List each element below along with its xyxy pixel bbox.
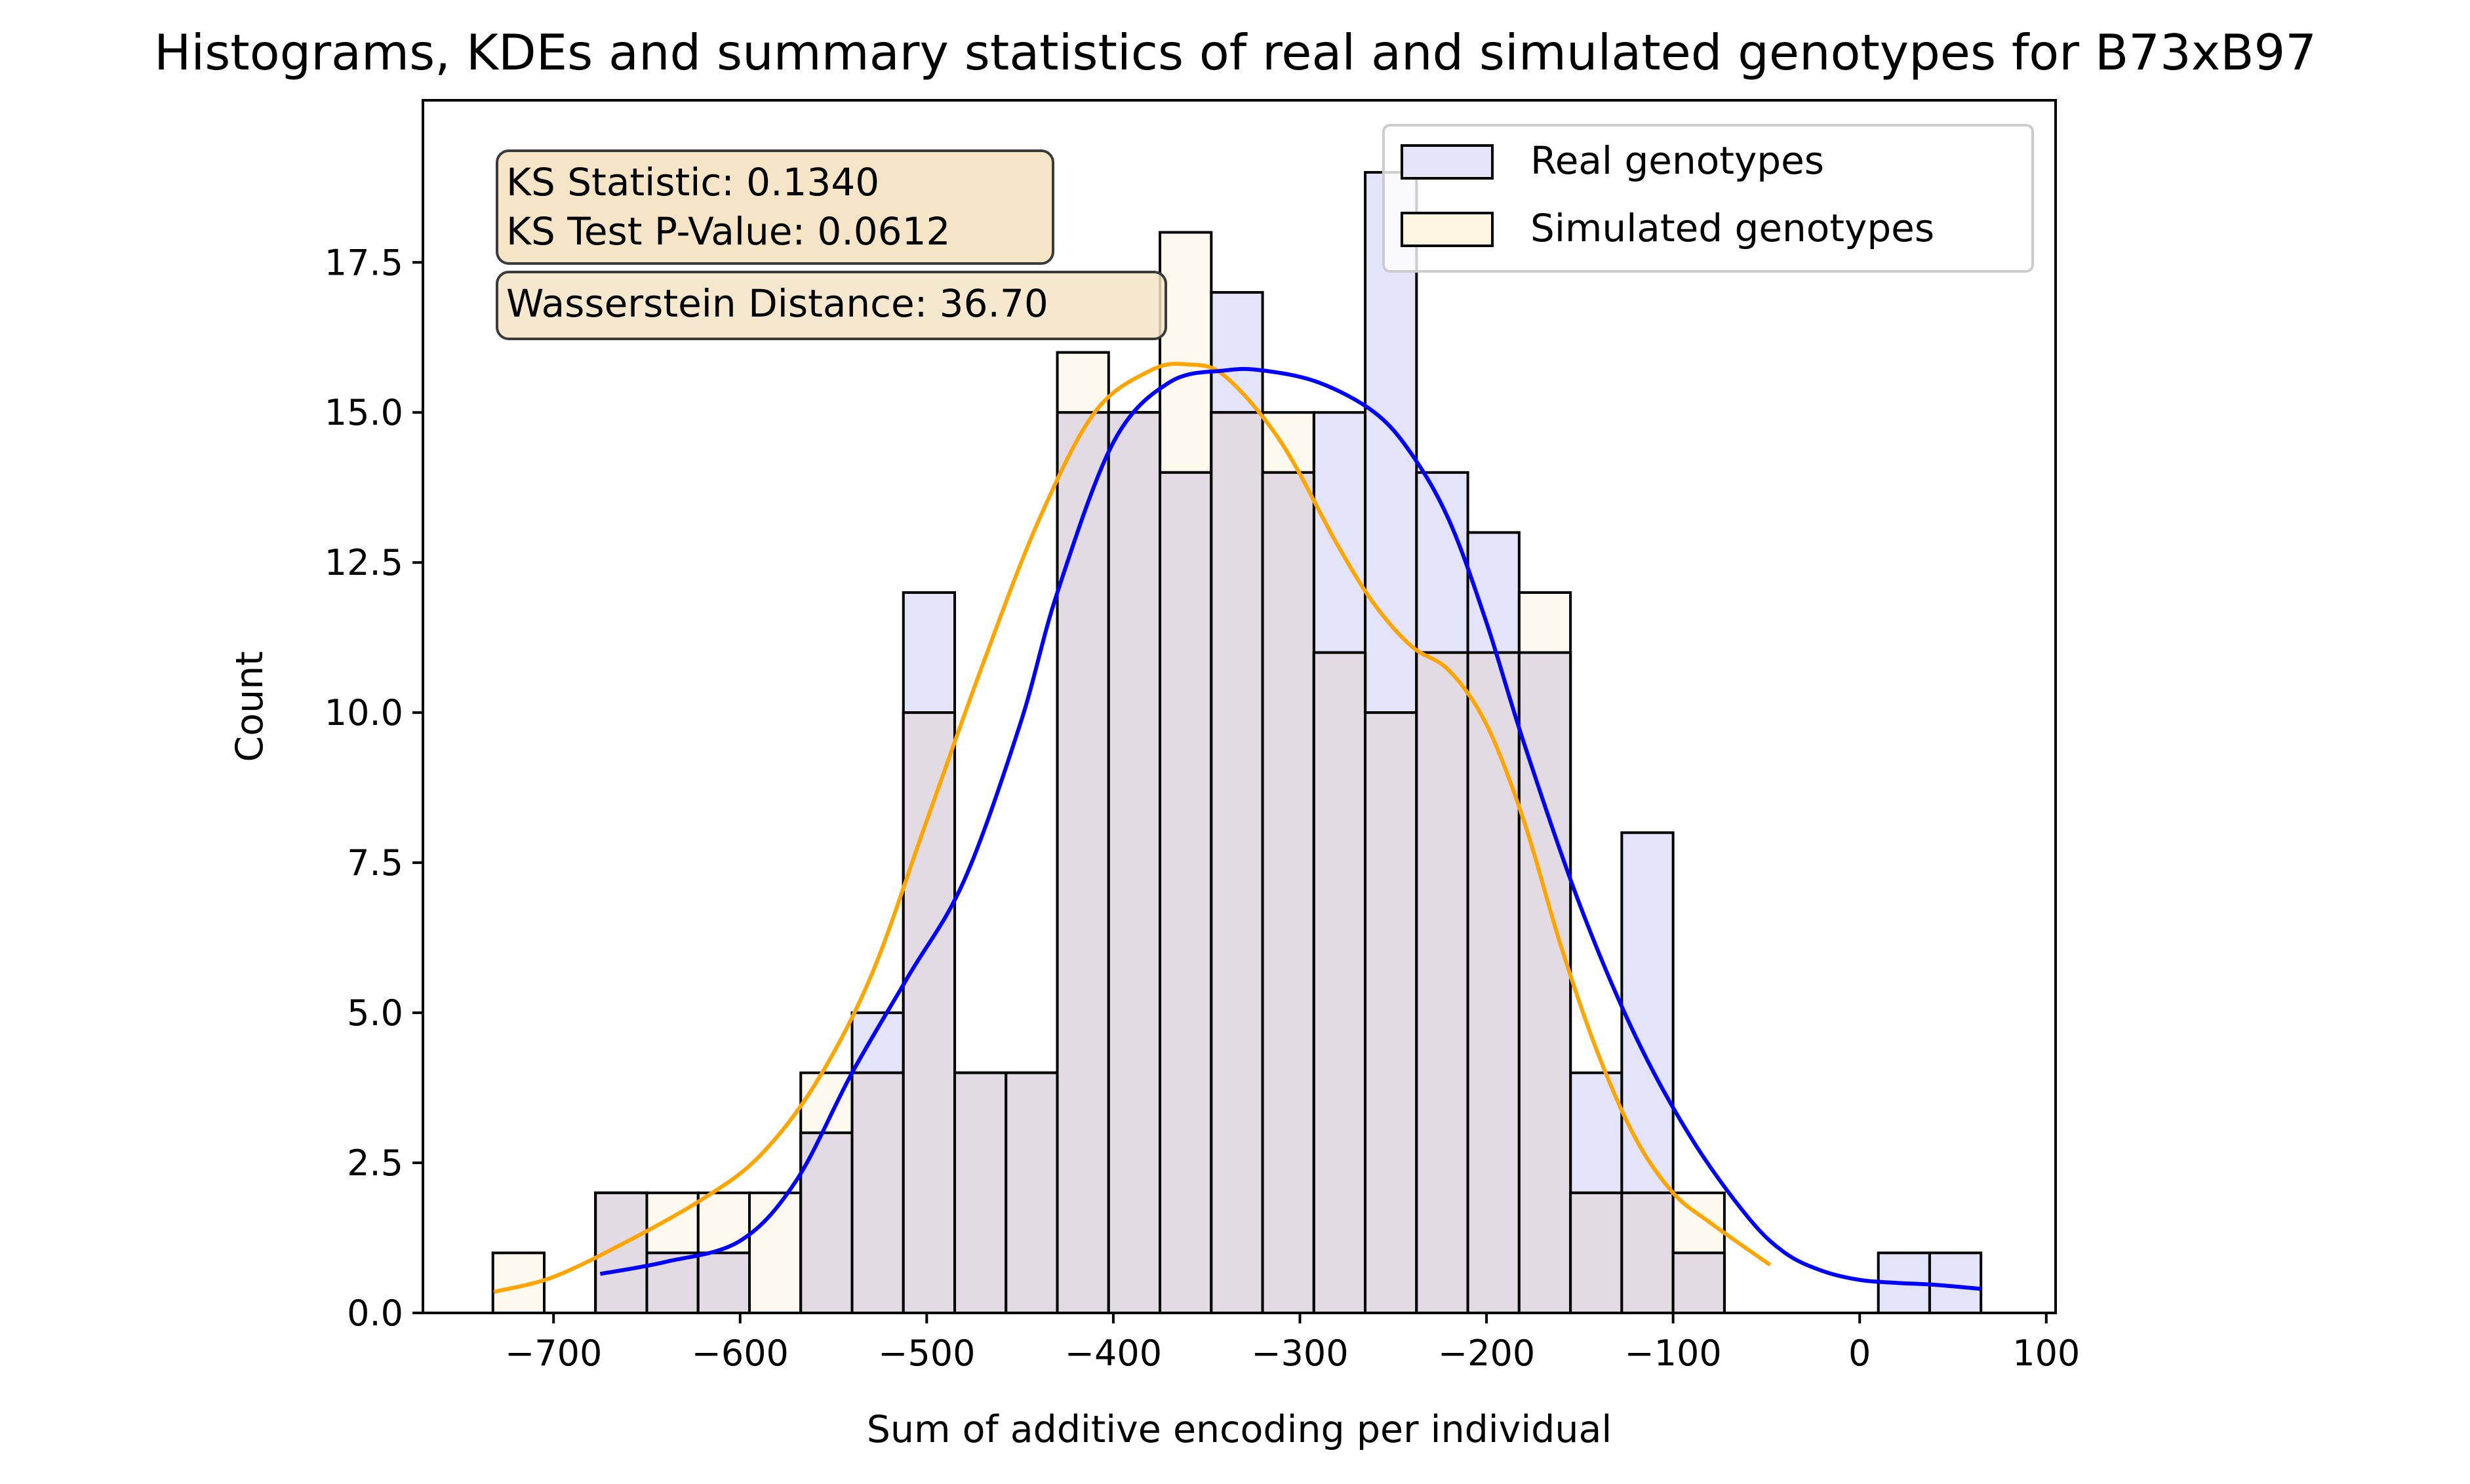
x-tick-label: −400	[1065, 1333, 1162, 1374]
bar-overlap	[1107, 411, 1162, 1314]
legend-label-simulated: Simulated genotypes	[1530, 206, 1934, 250]
bar-overlap	[1671, 1251, 1726, 1315]
chart-title: Histograms, KDEs and summary statistics …	[154, 24, 2317, 81]
y-tick-label: 17.5	[325, 242, 403, 283]
bar-overlap	[1517, 651, 1572, 1314]
x-tick-label: −600	[692, 1333, 789, 1374]
legend-swatch-simulated	[1401, 212, 1494, 247]
y-tick-label: 12.5	[325, 542, 403, 583]
x-tick-label: −300	[1251, 1333, 1348, 1374]
kde-real	[599, 366, 1982, 1291]
bar-overlap	[1415, 651, 1469, 1314]
y-axis-label: Count	[228, 651, 271, 762]
bar-overlap	[1210, 411, 1264, 1314]
kde-curves	[493, 361, 1982, 1294]
x-tick-label: −200	[1438, 1333, 1535, 1374]
bar-simulated	[748, 1191, 803, 1314]
bar-overlap	[1261, 471, 1315, 1314]
y-axis-ticks: 0.0 2.5 5.0 7.5 10.0 12.5 15.0 17.5	[325, 242, 423, 1334]
x-axis-ticks: −700 −600 −500 −400 −300 −200 −100 0 100	[505, 1313, 2080, 1374]
plot-frame	[422, 99, 2057, 1314]
x-axis-label: Sum of additive encoding per individual	[867, 1408, 1612, 1451]
y-tick-label: 10.0	[325, 692, 403, 733]
bar-overlap	[1364, 711, 1418, 1315]
ks-pvalue-text: KS Test P-Value: 0.0612	[506, 209, 950, 254]
y-tick-label: 0.0	[347, 1293, 403, 1334]
x-tick-label: −700	[505, 1333, 602, 1374]
bar-overlap	[902, 711, 957, 1315]
bar-overlap	[696, 1251, 751, 1315]
y-tick-label: 15.0	[325, 392, 403, 433]
bar-overlap	[1056, 411, 1110, 1314]
x-tick-label: −500	[878, 1333, 975, 1374]
legend-swatch-real	[1401, 144, 1494, 180]
bar-real	[1928, 1251, 1983, 1315]
bar-overlap	[1312, 651, 1367, 1314]
kde-simulated	[493, 361, 1772, 1294]
y-tick-label: 2.5	[347, 1142, 403, 1184]
ks-statistic-text: KS Statistic: 0.1340	[506, 160, 879, 205]
wasserstein-text: Wasserstein Distance: 36.70	[506, 281, 1048, 326]
x-tick-label: −100	[1624, 1333, 1721, 1374]
bar-overlap	[953, 1071, 1008, 1314]
bar-overlap	[1466, 651, 1521, 1314]
x-tick-label: 0	[1848, 1333, 1871, 1374]
bar-overlap	[1569, 1191, 1623, 1314]
legend: Real genotypes Simulated genotypes	[1382, 124, 2034, 273]
bar-overlap	[1005, 1071, 1059, 1314]
legend-label-real: Real genotypes	[1530, 138, 1824, 183]
bar-overlap	[850, 1071, 905, 1314]
ks-stats-box: KS Statistic: 0.1340 KS Test P-Value: 0.…	[496, 149, 1054, 265]
wasserstein-box: Wasserstein Distance: 36.70	[496, 271, 1167, 340]
bar-overlap	[1159, 471, 1213, 1314]
x-tick-label: 100	[2012, 1333, 2080, 1374]
bar-overlap	[1620, 1191, 1675, 1314]
y-tick-label: 5.0	[347, 992, 403, 1034]
y-tick-label: 7.5	[347, 842, 403, 884]
simulated-genotypes-bars	[491, 231, 1726, 1315]
